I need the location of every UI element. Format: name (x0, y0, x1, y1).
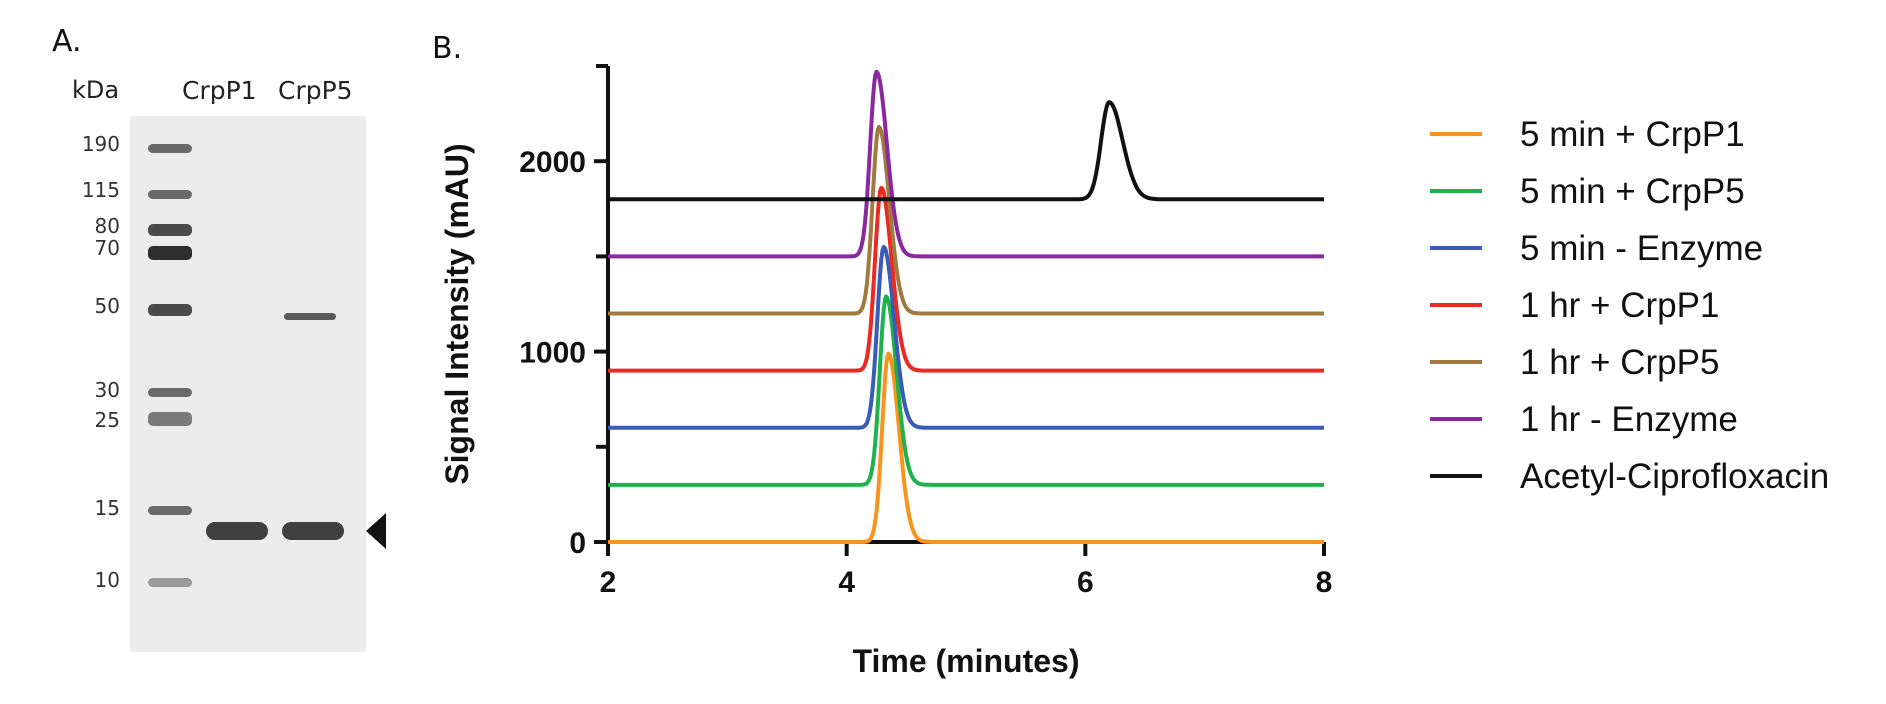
chart-legend: 5 min + CrpP1 5 min + CrpP5 5 min - Enzyme… (1430, 115, 1829, 496)
ladder-band-190 (148, 144, 192, 153)
legend-label-0: 5 min + CrpP1 (1520, 115, 1745, 154)
ladder-label-70: 70 (94, 236, 120, 260)
legend-label-2: 5 min - Enzyme (1520, 229, 1763, 268)
series-line-1 (607, 294, 1325, 487)
ladder-label-10: 10 (94, 568, 120, 592)
ladder-band-70 (148, 246, 192, 260)
y-tick-label: 0 (569, 527, 586, 560)
crpp1-main-band (206, 522, 268, 540)
y-tick-label: 1000 (519, 337, 586, 370)
ladder-label-115: 115 (81, 178, 120, 202)
panel-b-label: B. (432, 31, 462, 66)
series-line-6 (607, 100, 1325, 202)
band-arrow-icon (366, 513, 386, 549)
ladder-band-25 (148, 412, 192, 426)
y-axis-title: Signal Intensity (mAU) (439, 143, 475, 484)
legend-label-4: 1 hr + CrpP5 (1520, 343, 1719, 382)
series-line-5 (607, 69, 1325, 259)
series-line-3 (607, 185, 1325, 373)
kda-label: kDa (72, 76, 120, 104)
y-tick-label: 2000 (519, 146, 586, 179)
ladder-band-15 (148, 506, 192, 515)
legend-label-3: 1 hr + CrpP1 (1520, 286, 1719, 325)
lane-label-crpp5: CrpP5 (278, 76, 353, 105)
x-tick-label: 6 (1077, 566, 1094, 599)
ladder-label-80: 80 (94, 214, 120, 238)
ladder-band-50 (148, 304, 192, 316)
series-line-2 (607, 244, 1325, 430)
ladder-label-30: 30 (94, 378, 120, 402)
crpp5-50kda-band (284, 313, 336, 320)
ladder-band-30 (148, 388, 192, 397)
ladder-band-10 (148, 578, 192, 587)
legend-label-5: 1 hr - Enzyme (1520, 400, 1738, 439)
gel-panel: A. kDa CrpP1 CrpP5 190 115 80 70 50 30 2… (0, 0, 400, 704)
series-line-0 (607, 351, 1325, 544)
ladder-band-115 (148, 190, 192, 199)
ladder-label-190: 190 (81, 132, 120, 156)
legend-label-6: Acetyl-Ciprofloxacin (1520, 457, 1829, 496)
chart-traces (607, 69, 1325, 544)
legend-label-1: 5 min + CrpP5 (1520, 172, 1745, 211)
x-tick-label: 4 (838, 566, 855, 599)
lane-label-crpp1: CrpP1 (182, 76, 257, 105)
panel-a-label: A. (52, 24, 82, 59)
series-line-4 (607, 124, 1325, 316)
gel-image (130, 116, 366, 652)
ladder-label-25: 25 (94, 408, 120, 432)
chromatogram-chart: B. 2 4 6 8 0 1000 2000 Time (minutes) Signal Int… (432, 31, 1829, 679)
x-tick-label: 8 (1316, 566, 1333, 599)
x-tick-label: 2 (600, 566, 617, 599)
ladder-label-50: 50 (94, 294, 120, 318)
ladder-label-15: 15 (94, 496, 120, 520)
ladder-band-80 (148, 224, 192, 236)
x-axis-title: Time (minutes) (853, 643, 1080, 679)
crpp5-main-band (282, 522, 344, 540)
